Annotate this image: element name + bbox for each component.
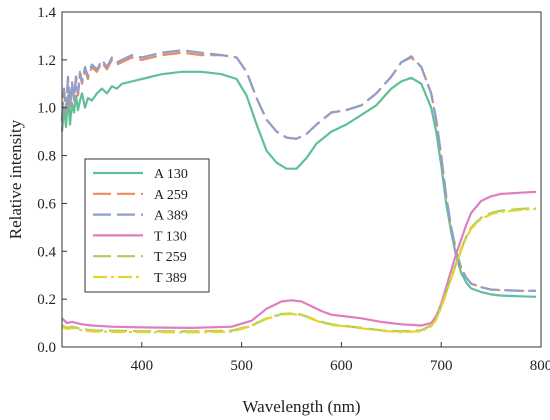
- x-tick-label: 500: [230, 358, 253, 374]
- plot-frame: [61, 11, 542, 348]
- legend-label: A 130: [154, 167, 188, 182]
- series-line-5: [61, 207, 537, 334]
- y-tick-label: 1.2: [37, 53, 56, 69]
- series-line-2: [60, 49, 536, 292]
- y-tick-label: 0.8: [37, 149, 56, 165]
- series-line-3: [61, 190, 537, 329]
- plot-area: [60, 49, 537, 334]
- series-line-0: [60, 70, 537, 298]
- y-tick-label: 0.4: [37, 244, 56, 260]
- y-axis-title: Relative intensity: [6, 119, 25, 239]
- x-tick-label: 700: [430, 358, 453, 374]
- y-tick-label: 0.2: [37, 292, 56, 308]
- legend-label: A 389: [154, 209, 188, 224]
- x-tick-label: 800: [530, 358, 550, 374]
- x-tick-label: 600: [330, 358, 353, 374]
- legend-label: T 389: [154, 271, 187, 286]
- legend-box: [84, 158, 210, 293]
- x-tick-label: 400: [131, 358, 154, 374]
- axes: 400 500 600 700 800 0.0 0.2 0.4 0.6 0.8 1.0 1.2 1.4: [37, 5, 550, 374]
- legend-label: T 130: [154, 229, 187, 244]
- legend-label: A 259: [154, 188, 188, 203]
- x-axis-title: Wavelength (nm): [242, 397, 360, 416]
- y-tick-label: 1.0: [37, 101, 56, 117]
- y-tick-label: 1.4: [37, 5, 56, 21]
- legend-label: T 259: [154, 250, 187, 265]
- y-tick-label: 0.6: [37, 196, 56, 212]
- legend: A 130 A 259 A 389 T 130 T 259 T 389: [84, 158, 210, 293]
- y-tick-label: 0.0: [37, 340, 56, 356]
